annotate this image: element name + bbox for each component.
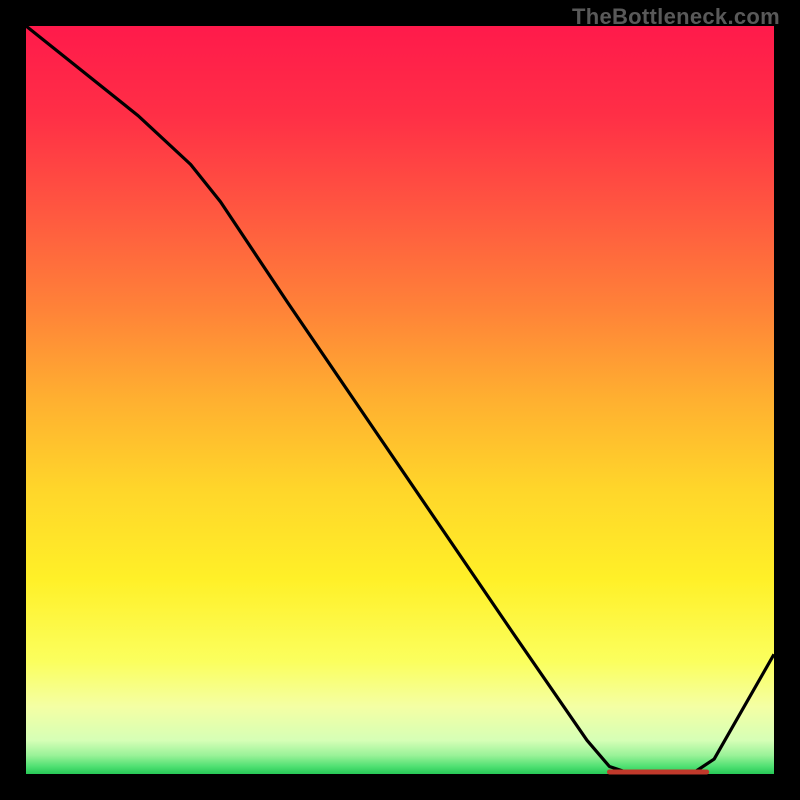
watermark-text: TheBottleneck.com [572,4,780,30]
bottleneck-chart [0,0,800,800]
plot-background [26,26,774,774]
chart-stage: TheBottleneck.com [0,0,800,800]
